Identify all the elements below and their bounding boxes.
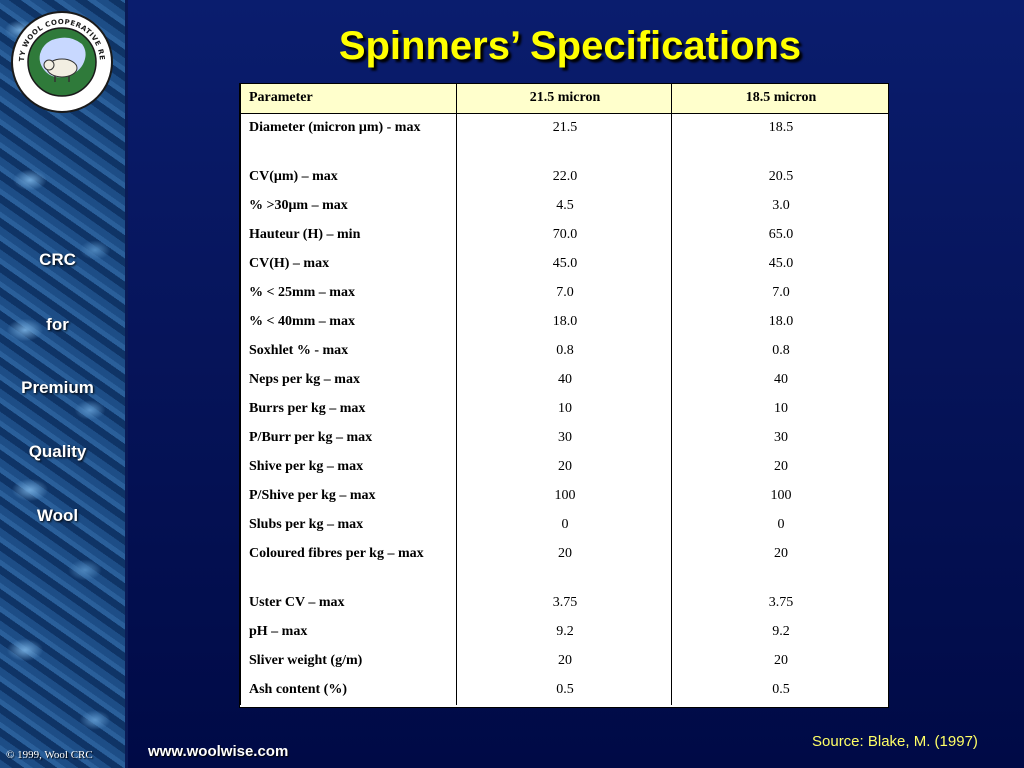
row-parameter: P/Burr per kg – max	[240, 424, 457, 453]
sidebar: PREMIUM QUALITY WOOL COOPERATIVE RESEARC…	[0, 0, 125, 768]
row-parameter: Diameter (micron μm) - max	[240, 113, 457, 163]
sidebar-divider	[125, 0, 128, 768]
row-value-18-5: 100	[671, 482, 889, 511]
row-parameter: CV(μm) – max	[240, 163, 457, 192]
table-row: Ash content (%) 0.5 0.5	[240, 676, 889, 705]
row-parameter: % < 40mm – max	[240, 308, 457, 337]
row-parameter: Ash content (%)	[240, 676, 457, 705]
row-value-18-5: 20	[671, 453, 889, 482]
row-parameter: % < 25mm – max	[240, 279, 457, 308]
row-parameter: pH – max	[240, 618, 457, 647]
row-parameter: Uster CV – max	[240, 589, 457, 618]
table-row: Sliver weight (g/m) 20 20	[240, 647, 889, 676]
row-parameter: Shive per kg – max	[240, 453, 457, 482]
row-value-21-5: 9.2	[456, 618, 672, 647]
row-value-21-5: 7.0	[456, 279, 672, 308]
sidebar-word-for: for	[46, 315, 69, 334]
premium-quality-wool-logo: PREMIUM QUALITY WOOL COOPERATIVE RESEARC…	[10, 10, 113, 113]
row-value-18-5: 9.2	[671, 618, 889, 647]
sidebar-word-wool: Wool	[36, 506, 79, 525]
table-row: Hauteur (H) – min 70.0 65.0	[240, 221, 889, 250]
row-value-18-5: 0.5	[671, 676, 889, 705]
row-parameter: Soxhlet % - max	[240, 337, 457, 366]
row-parameter: P/Shive per kg – max	[240, 482, 457, 511]
header-parameter: Parameter	[240, 84, 457, 114]
row-value-21-5: 0	[456, 511, 672, 540]
row-value-18-5: 10	[671, 395, 889, 424]
row-value-18-5: 20.5	[671, 163, 889, 192]
sidebar-word-quality: Quality	[28, 442, 87, 461]
row-value-21-5: 70.0	[456, 221, 672, 250]
row-parameter: Coloured fibres per kg – max	[240, 540, 457, 589]
row-value-21-5: 20	[456, 647, 672, 676]
row-value-18-5: 18.5	[671, 113, 889, 163]
table-row: Coloured fibres per kg – max 20 20	[240, 540, 889, 589]
row-value-18-5: 30	[671, 424, 889, 453]
row-value-18-5: 20	[671, 540, 889, 589]
table-row: % < 25mm – max 7.0 7.0	[240, 279, 889, 308]
specs-table-frame: Parameter 21.5 micron 18.5 micron Diamet…	[239, 83, 889, 708]
row-value-18-5: 20	[671, 647, 889, 676]
row-value-18-5: 65.0	[671, 221, 889, 250]
row-value-18-5: 45.0	[671, 250, 889, 279]
row-parameter: % >30μm – max	[240, 192, 457, 221]
table-header-row: Parameter 21.5 micron 18.5 micron	[240, 84, 889, 114]
table-row: CV(H) – max 45.0 45.0	[240, 250, 889, 279]
row-parameter: Neps per kg – max	[240, 366, 457, 395]
row-value-18-5: 3.75	[671, 589, 889, 618]
header-21-5-micron: 21.5 micron	[456, 84, 672, 114]
woolwise-url-link[interactable]: www.woolwise.com	[148, 743, 289, 760]
row-parameter: Slubs per kg – max	[240, 511, 457, 540]
table-row: pH – max 9.2 9.2	[240, 618, 889, 647]
sidebar-word-premium: Premium	[21, 378, 94, 397]
table-row: Burrs per kg – max 10 10	[240, 395, 889, 424]
sidebar-word-crc: CRC	[39, 250, 76, 269]
table-row: % >30μm – max 4.5 3.0	[240, 192, 889, 221]
row-parameter: Burrs per kg – max	[240, 395, 457, 424]
table-row: P/Shive per kg – max 100 100	[240, 482, 889, 511]
row-value-21-5: 0.5	[456, 676, 672, 705]
source-citation: Source: Blake, M. (1997)	[812, 733, 978, 750]
row-value-21-5: 20	[456, 540, 672, 589]
header-18-5-micron: 18.5 micron	[671, 84, 889, 114]
table-row: Slubs per kg – max 0 0	[240, 511, 889, 540]
row-value-18-5: 0.8	[671, 337, 889, 366]
row-value-21-5: 40	[456, 366, 672, 395]
row-value-21-5: 3.75	[456, 589, 672, 618]
row-value-21-5: 18.0	[456, 308, 672, 337]
row-value-21-5: 30	[456, 424, 672, 453]
row-value-18-5: 40	[671, 366, 889, 395]
row-value-18-5: 18.0	[671, 308, 889, 337]
row-value-21-5: 100	[456, 482, 672, 511]
row-parameter: Sliver weight (g/m)	[240, 647, 457, 676]
row-parameter: Hauteur (H) – min	[240, 221, 457, 250]
table-row: Soxhlet % - max 0.8 0.8	[240, 337, 889, 366]
table-row: P/Burr per kg – max 30 30	[240, 424, 889, 453]
table-row: Neps per kg – max 40 40	[240, 366, 889, 395]
table-row: Diameter (micron μm) - max 21.5 18.5	[240, 113, 889, 163]
table-row: % < 40mm – max 18.0 18.0	[240, 308, 889, 337]
row-value-21-5: 22.0	[456, 163, 672, 192]
row-value-21-5: 45.0	[456, 250, 672, 279]
slide-title: Spinners’ Specifications	[338, 24, 802, 68]
row-value-21-5: 21.5	[456, 113, 672, 163]
row-value-21-5: 0.8	[456, 337, 672, 366]
row-value-21-5: 20	[456, 453, 672, 482]
table-row: CV(μm) – max 22.0 20.5	[240, 163, 889, 192]
row-value-21-5: 4.5	[456, 192, 672, 221]
row-value-21-5: 10	[456, 395, 672, 424]
row-value-18-5: 0	[671, 511, 889, 540]
row-value-18-5: 3.0	[671, 192, 889, 221]
table-row: Uster CV – max 3.75 3.75	[240, 589, 889, 618]
table-row: Shive per kg – max 20 20	[240, 453, 889, 482]
row-parameter: CV(H) – max	[240, 250, 457, 279]
specs-table: Parameter 21.5 micron 18.5 micron Diamet…	[240, 84, 889, 705]
row-value-18-5: 7.0	[671, 279, 889, 308]
copyright-text: © 1999, Wool CRC	[6, 749, 93, 761]
